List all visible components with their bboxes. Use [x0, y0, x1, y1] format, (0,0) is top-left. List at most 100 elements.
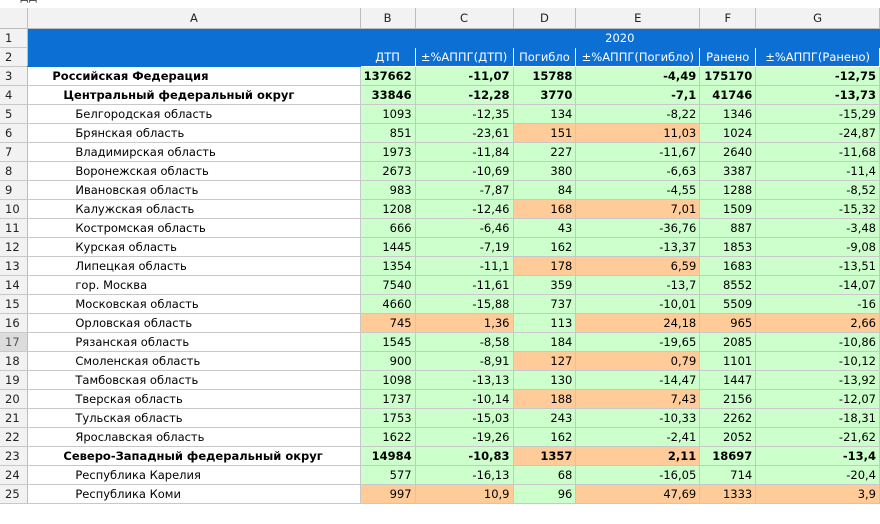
row-header[interactable]: 16 [0, 313, 29, 333]
cell-injured-change[interactable]: 2,66 [755, 313, 880, 333]
row-header[interactable]: 9 [0, 180, 29, 200]
cell-dtp[interactable]: 1622 [360, 427, 416, 447]
cell-dtp-change[interactable]: -6,46 [415, 218, 514, 238]
region-name-cell[interactable]: Брянская область [27, 123, 361, 143]
cell-injured[interactable]: 1101 [699, 351, 757, 371]
cell-dtp[interactable]: 1445 [360, 237, 416, 257]
cell-killed-change[interactable]: -6,63 [575, 161, 701, 181]
cell-injured[interactable]: 1509 [699, 199, 757, 219]
cell-dtp-change[interactable]: -11,07 [415, 66, 514, 86]
cell-injured[interactable]: 5509 [699, 294, 757, 314]
cell-dtp[interactable]: 745 [360, 313, 416, 333]
cell-dtp-change[interactable]: 1,36 [415, 313, 514, 333]
cell-dtp-change[interactable]: -8,58 [415, 332, 514, 352]
select-all-corner[interactable] [0, 8, 29, 29]
cell-dtp-change[interactable]: -11,61 [415, 275, 514, 295]
cell-injured-change[interactable]: -13,4 [755, 446, 880, 466]
cell-injured[interactable]: 965 [699, 313, 757, 333]
cell-injured-change[interactable]: -13,51 [755, 256, 880, 276]
cell-dtp[interactable]: 137662 [360, 66, 416, 86]
cell-injured[interactable]: 3387 [699, 161, 757, 181]
cell-injured[interactable]: 1346 [699, 104, 757, 124]
region-name-cell[interactable]: Рязанская область [27, 332, 361, 352]
row-header[interactable]: 13 [0, 256, 29, 276]
cell-dtp-change[interactable]: -12,46 [415, 199, 514, 219]
region-name-cell[interactable]: Ярославская область [27, 427, 361, 447]
cell-dtp[interactable]: 666 [360, 218, 416, 238]
row-header[interactable]: 2 [0, 47, 29, 67]
cell-killed[interactable]: 227 [513, 142, 577, 162]
cell-injured[interactable]: 1024 [699, 123, 757, 143]
cell-killed[interactable]: 3770 [513, 85, 577, 105]
cell-killed[interactable]: 96 [513, 484, 577, 504]
row-header[interactable]: 12 [0, 237, 29, 257]
cell-dtp[interactable]: 997 [360, 484, 416, 504]
column-header-f[interactable]: F [699, 8, 757, 29]
cell-injured[interactable]: 887 [699, 218, 757, 238]
cell-injured-change[interactable]: -12,07 [755, 389, 880, 409]
cell-dtp[interactable]: 1545 [360, 332, 416, 352]
cell-killed[interactable]: 127 [513, 351, 577, 371]
row-header[interactable]: 15 [0, 294, 29, 314]
cell-killed[interactable]: 84 [513, 180, 577, 200]
cell-killed-change[interactable]: 0,79 [575, 351, 701, 371]
cell-killed[interactable]: 380 [513, 161, 577, 181]
row-header[interactable]: 19 [0, 370, 29, 390]
cell-injured-change[interactable]: -20,4 [755, 465, 880, 485]
cell-injured-change[interactable]: -16 [755, 294, 880, 314]
region-name-cell[interactable]: Центральный федеральный округ [27, 85, 361, 105]
region-name-cell[interactable]: Владимирская область [27, 142, 361, 162]
row-header[interactable]: 11 [0, 218, 29, 238]
cell-dtp-change[interactable]: -12,28 [415, 85, 514, 105]
column-header-d[interactable]: D [513, 8, 577, 29]
cell-killed-change[interactable]: -7,1 [575, 85, 701, 105]
cell-dtp-change[interactable]: -11,84 [415, 142, 514, 162]
cell-killed-change[interactable]: 2,11 [575, 446, 701, 466]
cell-dtp[interactable]: 1354 [360, 256, 416, 276]
region-name-cell[interactable]: Костромская область [27, 218, 361, 238]
cell-killed[interactable]: 184 [513, 332, 577, 352]
cell-dtp-change[interactable]: -11,1 [415, 256, 514, 276]
header-cell-dtp[interactable]: ДТП [360, 47, 416, 67]
cell-killed[interactable]: 68 [513, 465, 577, 485]
cell-injured-change[interactable]: -3,48 [755, 218, 880, 238]
cell-killed-change[interactable]: -8,22 [575, 104, 701, 124]
cell-killed-change[interactable]: -10,33 [575, 408, 701, 428]
region-name-cell[interactable]: Тамбовская область [27, 370, 361, 390]
cell-injured[interactable]: 2052 [699, 427, 757, 447]
cell-killed[interactable]: 178 [513, 256, 577, 276]
cell-dtp-change[interactable]: -19,26 [415, 427, 514, 447]
cell-killed-change[interactable]: 24,18 [575, 313, 701, 333]
cell-killed-change[interactable]: -19,65 [575, 332, 701, 352]
cell-killed[interactable]: 130 [513, 370, 577, 390]
cell-killed[interactable]: 162 [513, 427, 577, 447]
year-header-cell[interactable]: 2020 [360, 28, 880, 48]
cell-injured[interactable]: 2156 [699, 389, 757, 409]
cell-killed[interactable]: 243 [513, 408, 577, 428]
cell-injured-change[interactable]: -14,07 [755, 275, 880, 295]
column-header-b[interactable]: B [360, 8, 416, 29]
region-header-cell[interactable] [27, 28, 361, 67]
cell-killed[interactable]: 113 [513, 313, 577, 333]
cell-dtp[interactable]: 14984 [360, 446, 416, 466]
cell-injured[interactable]: 18697 [699, 446, 757, 466]
row-header[interactable]: 10 [0, 199, 29, 219]
header-cell-killed-change[interactable]: ±%АППГ(Погибло) [575, 47, 701, 67]
cell-dtp-change[interactable]: -8,91 [415, 351, 514, 371]
cell-killed-change[interactable]: 6,59 [575, 256, 701, 276]
column-header-e[interactable]: E [575, 8, 701, 29]
cell-injured[interactable]: 2262 [699, 408, 757, 428]
cell-killed-change[interactable]: 7,43 [575, 389, 701, 409]
cell-dtp[interactable]: 1973 [360, 142, 416, 162]
cell-dtp-change[interactable]: -10,69 [415, 161, 514, 181]
cell-dtp-change[interactable]: -7,87 [415, 180, 514, 200]
cell-killed-change[interactable]: -16,05 [575, 465, 701, 485]
cell-dtp[interactable]: 900 [360, 351, 416, 371]
region-name-cell[interactable]: гор. Москва [27, 275, 361, 295]
cell-killed[interactable]: 1357 [513, 446, 577, 466]
cell-dtp[interactable]: 2673 [360, 161, 416, 181]
cell-injured-change[interactable]: -24,87 [755, 123, 880, 143]
region-name-cell[interactable]: Северо-Западный федеральный округ [27, 446, 361, 466]
cell-killed-change[interactable]: -13,7 [575, 275, 701, 295]
region-name-cell[interactable]: Белгородская область [27, 104, 361, 124]
